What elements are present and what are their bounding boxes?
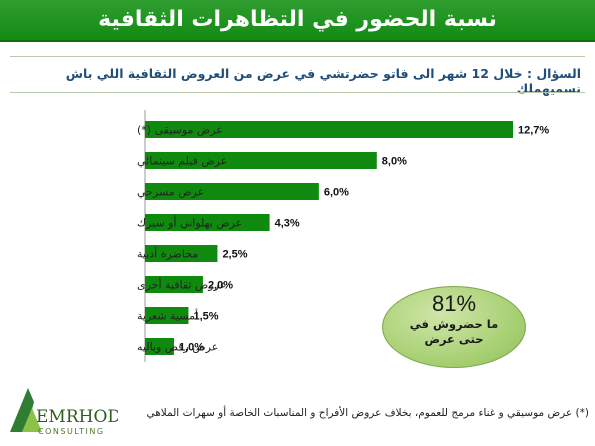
bar xyxy=(145,183,319,200)
logo-mark-icon xyxy=(10,388,42,432)
emrhod-logo: EMRHOD CONSULTING xyxy=(10,388,118,436)
category-label: عرض رقص وباليه xyxy=(137,341,218,354)
data-label: 2,0% xyxy=(208,280,233,292)
bar xyxy=(145,121,513,138)
page-title: نسبة الحضور في التظاهرات الثقافية xyxy=(98,7,497,32)
bar xyxy=(145,276,203,293)
bar-chart: عرض موسيقى (*) 12,7% عرض فيلم سينمائي 8,0% ع… xyxy=(137,110,549,362)
bar xyxy=(145,245,218,262)
badge-text: ما حضروش في حتى عرض xyxy=(409,317,499,346)
data-label: 1,5% xyxy=(193,311,218,323)
data-label: 6,0% xyxy=(324,187,349,199)
data-label: 12,7% xyxy=(518,125,549,137)
bar xyxy=(145,214,270,231)
category-label: عرض مسرحي xyxy=(137,186,204,199)
data-label: 2,5% xyxy=(222,249,247,261)
bar xyxy=(145,307,189,324)
category-label: عرض موسيقى (*) xyxy=(137,124,223,137)
data-label: 8,0% xyxy=(382,156,407,168)
logo-name: EMRHOD xyxy=(36,407,118,427)
badge-value: 81% xyxy=(431,291,477,316)
bar xyxy=(145,152,377,169)
logo-sub: CONSULTING xyxy=(38,427,105,436)
non-attendance-badge: 81% ما حضروش في حتى عرض xyxy=(382,286,526,368)
divider xyxy=(10,92,585,93)
data-label: 4,3% xyxy=(275,218,300,230)
divider xyxy=(10,56,585,57)
category-label: أمسية شعرية xyxy=(137,309,198,323)
footnote: (*) عرض موسيقي و غناء مرمج للعموم، بخلاف… xyxy=(146,407,589,419)
category-label: عرض بهلواني أو سيرك xyxy=(137,216,242,230)
title-bar: نسبة الحضور في التظاهرات الثقافية xyxy=(0,0,595,42)
data-label: 1,0% xyxy=(179,342,204,354)
category-label: عرض فيلم سينمائي xyxy=(137,155,227,168)
category-label: محاضرة أدبية xyxy=(137,247,198,261)
bar xyxy=(145,338,174,355)
category-label: عروض ثقافية أخرى xyxy=(137,278,226,292)
